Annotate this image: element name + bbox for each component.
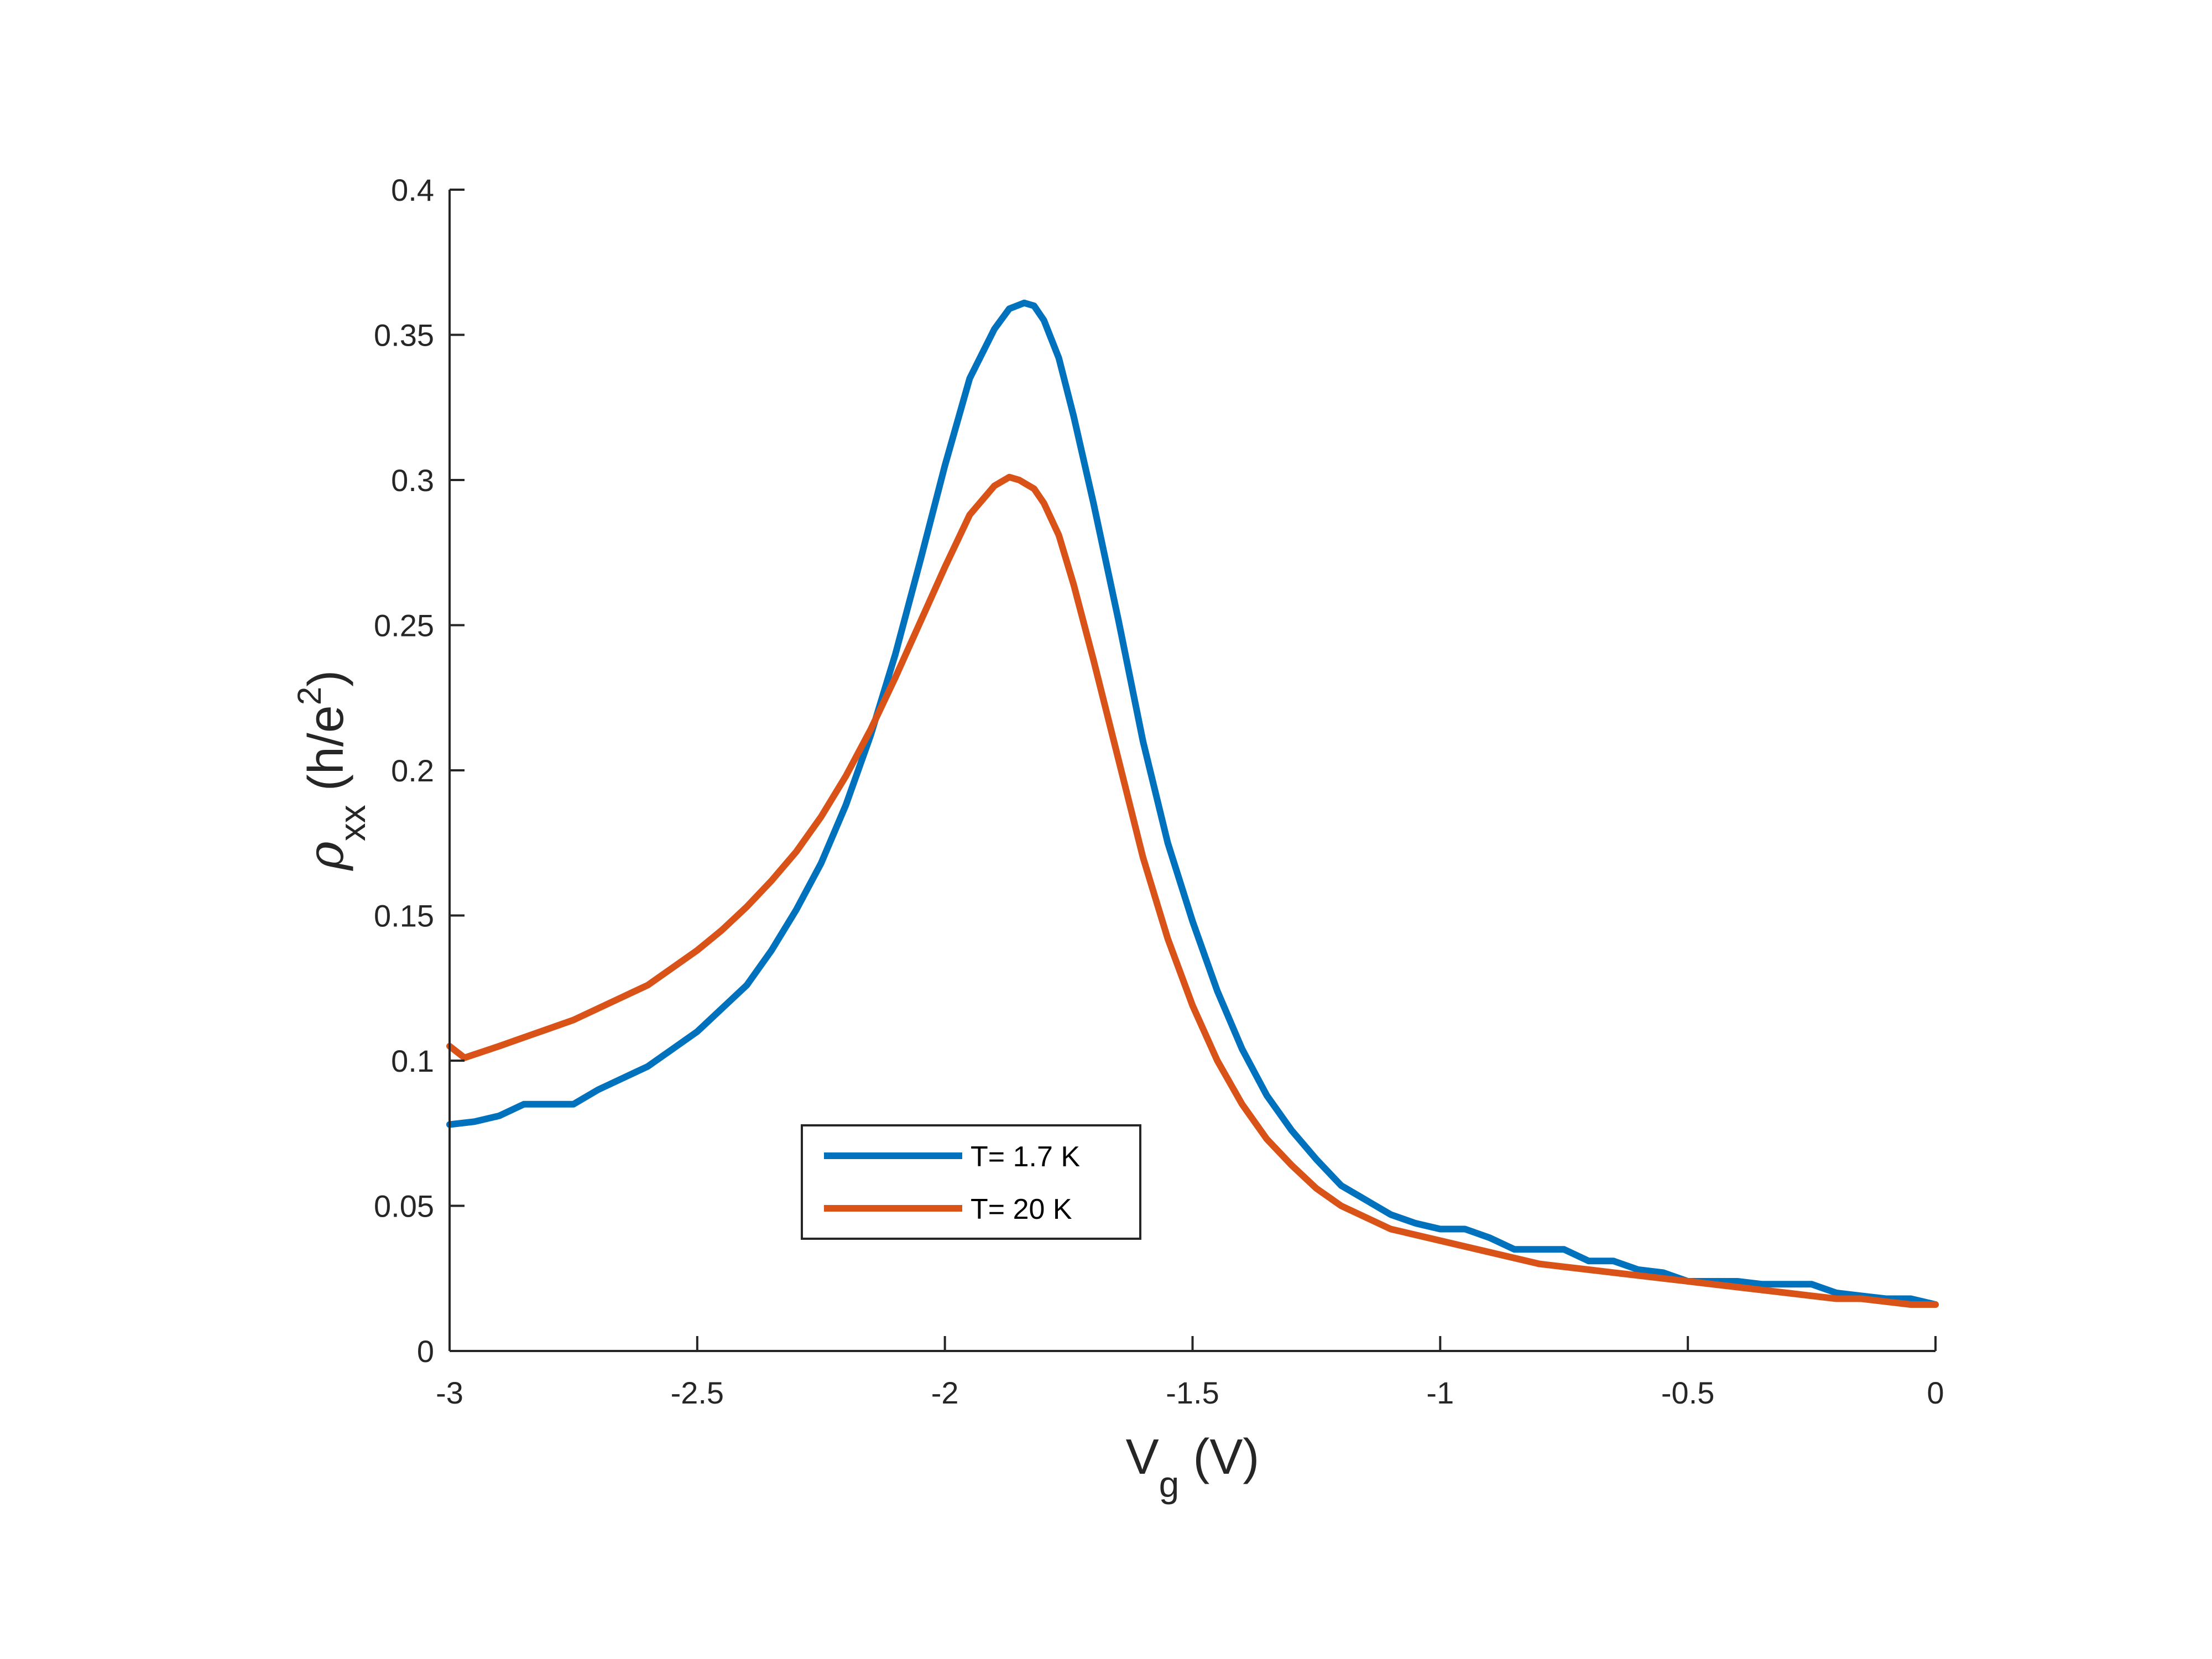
y-tick-label: 0.3 — [391, 463, 434, 498]
y-axis-label-symbol: ρ — [297, 841, 355, 871]
x-tick-label: -2.5 — [671, 1375, 724, 1410]
x-tick-label: 0 — [1927, 1375, 1944, 1410]
y-tick-label: 0.05 — [374, 1189, 434, 1224]
axes-layer: -3 -2.5 -2 -1.5 -1 -0.5 0 0 0.05 0.1 0.15 0.2 0.25 0.… — [291, 173, 1944, 1505]
x-tick-label: -1.5 — [1166, 1375, 1219, 1410]
y-tick-label: 0.35 — [374, 318, 434, 353]
legend-box — [801, 1124, 1141, 1240]
x-tick-label: -0.5 — [1661, 1375, 1715, 1410]
series-line-2 — [446, 473, 1939, 1308]
y-axis-label: ρxx (h/e2) — [291, 670, 373, 871]
x-axis-label-sub: g — [1159, 1464, 1180, 1505]
x-axis-label-main: V — [1126, 1430, 1159, 1485]
y-axis-label-sub: xx — [332, 805, 373, 841]
x-axis-label-unit: (V) — [1179, 1430, 1259, 1485]
legend-label-1: T= 1.7 K — [971, 1141, 1080, 1173]
y-axis-label-close: ) — [299, 670, 354, 687]
y-axis-label-unit: (h/e — [299, 705, 354, 805]
x-tick-label: -3 — [436, 1375, 463, 1410]
y-tick-label: 0.2 — [391, 753, 434, 788]
y-tick-label: 0.4 — [391, 173, 434, 207]
x-tick-label: -1 — [1426, 1375, 1454, 1410]
y-tick-label: 0.15 — [374, 899, 434, 933]
legend: T= 1.7 K T= 20 K — [801, 1124, 1141, 1240]
y-tick-label: 0.1 — [391, 1044, 434, 1078]
series-layer — [446, 299, 1939, 1308]
legend-label-2: T= 20 K — [971, 1193, 1072, 1225]
x-tick-label: -2 — [931, 1375, 959, 1410]
x-axis-label: Vg (V) — [1126, 1430, 1260, 1505]
y-axis-label-sup: 2 — [291, 687, 328, 705]
y-tick-label: 0.25 — [374, 608, 434, 643]
y-tick-label: 0 — [417, 1334, 434, 1369]
